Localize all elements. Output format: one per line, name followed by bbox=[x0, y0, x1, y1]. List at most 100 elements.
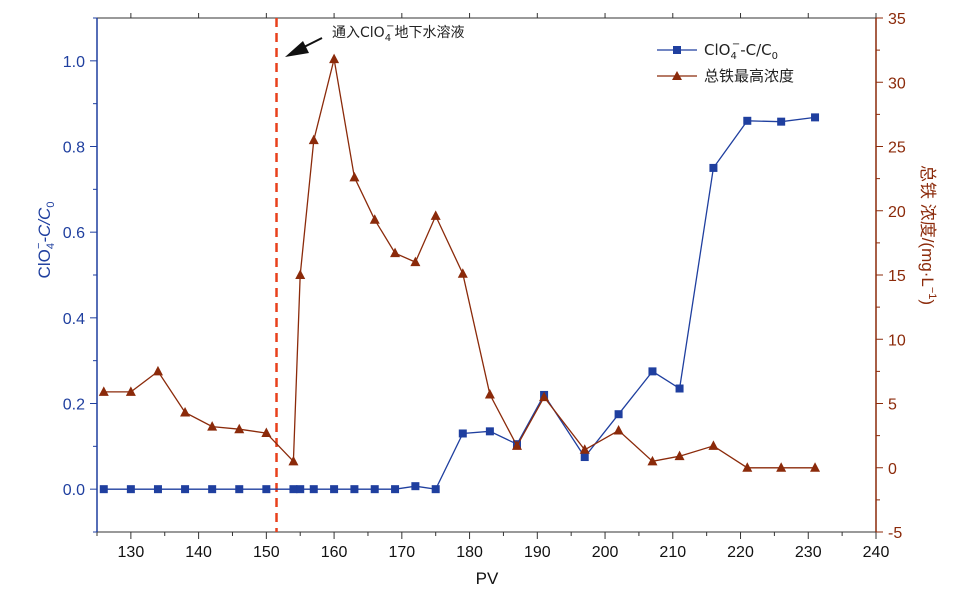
data-point-square bbox=[235, 485, 244, 494]
x-tick-label: 190 bbox=[524, 544, 551, 561]
data-point-triangle bbox=[125, 386, 136, 396]
plot-area-frame bbox=[96, 17, 877, 533]
x-tick-label: 210 bbox=[659, 544, 686, 561]
x-tick-label: 240 bbox=[863, 544, 890, 561]
x-tick-label: 220 bbox=[727, 544, 754, 561]
data-point-triangle bbox=[308, 134, 319, 145]
data-point-square bbox=[580, 453, 589, 462]
legend: ClO4−-C/C0 总铁最高浓度 bbox=[657, 39, 794, 85]
data-point-square bbox=[614, 410, 623, 419]
data-point-triangle bbox=[647, 455, 658, 466]
data-point-square bbox=[296, 485, 305, 494]
data-point-square bbox=[777, 117, 786, 126]
data-point-triangle bbox=[288, 455, 299, 466]
data-point-triangle bbox=[295, 269, 306, 279]
x-tick-label: 230 bbox=[795, 544, 822, 561]
data-point-triangle bbox=[98, 386, 109, 396]
data-point-triangle bbox=[207, 421, 218, 431]
y-left-tick-label: 0.2 bbox=[63, 397, 85, 414]
legend-marker-square bbox=[673, 46, 681, 54]
data-point-square bbox=[411, 482, 420, 491]
legend-label-clo4: ClO4−-C/C0 bbox=[704, 39, 778, 62]
data-point-triangle bbox=[810, 462, 821, 472]
data-point-triangle bbox=[329, 53, 340, 64]
data-point-square bbox=[431, 485, 440, 494]
series-line-0 bbox=[103, 116, 816, 490]
legend-label-iron: 总铁最高浓度 bbox=[704, 67, 794, 85]
y-left-tick-label: 0.6 bbox=[63, 225, 85, 242]
y-right-tick-label: 10 bbox=[888, 332, 906, 349]
data-point-square bbox=[181, 485, 190, 494]
x-tick-label: 200 bbox=[592, 544, 619, 561]
data-point-triangle bbox=[410, 256, 421, 267]
y-left-tick-label: 0.4 bbox=[63, 311, 85, 328]
data-point-triangle bbox=[261, 427, 272, 438]
x-tick-label: 140 bbox=[185, 544, 212, 561]
y-right-tick-label: -5 bbox=[888, 525, 902, 542]
y-left-tick-label: 0.8 bbox=[63, 140, 85, 157]
data-point-square bbox=[153, 485, 162, 494]
data-point-square bbox=[99, 485, 108, 494]
data-point-triangle bbox=[613, 424, 624, 435]
data-point-triangle bbox=[539, 391, 550, 402]
data-point-square bbox=[289, 485, 298, 494]
y-right-tick-label: 5 bbox=[888, 397, 897, 414]
y-right-tick-label: 0 bbox=[888, 461, 897, 478]
y-left-tick-label: 1.0 bbox=[63, 54, 85, 71]
data-point-square bbox=[391, 485, 400, 494]
x-axis-label: PV bbox=[476, 569, 499, 588]
y-right-tick-label: 25 bbox=[888, 140, 906, 157]
data-point-triangle bbox=[349, 171, 360, 182]
data-point-square bbox=[350, 485, 359, 494]
data-point-triangle bbox=[234, 423, 245, 434]
data-point-triangle bbox=[674, 450, 685, 461]
y-right-axis-label: 总铁 浓度/(mg·L−1) bbox=[918, 165, 938, 305]
data-point-square bbox=[811, 113, 820, 122]
data-point-triangle bbox=[457, 268, 468, 278]
data-point-triangle bbox=[430, 210, 441, 220]
y-right-tick-label: 20 bbox=[888, 204, 906, 221]
data-point-square bbox=[309, 485, 318, 494]
x-tick-label: 150 bbox=[253, 544, 280, 561]
y-left-axis-ticks: 0.0 0.2 0.4 0.6 0.8 1.0 bbox=[63, 17, 97, 533]
x-tick-label: 180 bbox=[456, 544, 483, 561]
y-right-tick-label: 15 bbox=[888, 268, 906, 285]
data-point-triangle bbox=[484, 389, 495, 399]
data-point-triangle bbox=[579, 444, 590, 454]
series-layer bbox=[98, 53, 821, 494]
data-point-square bbox=[485, 427, 494, 436]
data-point-square bbox=[648, 367, 657, 376]
y-right-axis-ticks: -5 0 5 10 15 20 25 30 35 bbox=[876, 11, 906, 542]
data-point-square bbox=[370, 485, 379, 494]
data-point-square bbox=[208, 485, 217, 494]
x-tick-label: 170 bbox=[388, 544, 415, 561]
x-axis-ticks: 130 140 150 160 170 180 190 200 210 220 230 240 bbox=[96, 13, 890, 561]
y-right-tick-label: 30 bbox=[888, 75, 906, 92]
annotation-arrow bbox=[285, 37, 323, 57]
data-point-triangle bbox=[511, 440, 522, 450]
data-point-square bbox=[330, 485, 339, 494]
data-point-square bbox=[675, 384, 684, 393]
data-point-square bbox=[743, 116, 752, 125]
data-point-square bbox=[458, 429, 467, 438]
y-left-tick-label: 0.0 bbox=[63, 482, 85, 499]
series-line-1 bbox=[103, 58, 815, 469]
data-point-square bbox=[126, 485, 135, 494]
data-point-square bbox=[709, 163, 718, 172]
data-point-triangle bbox=[152, 365, 163, 376]
data-point-triangle bbox=[390, 247, 401, 258]
data-point-triangle bbox=[369, 214, 380, 224]
data-point-square bbox=[262, 485, 271, 494]
legend-marker-triangle bbox=[672, 71, 682, 80]
data-point-triangle bbox=[742, 462, 753, 472]
x-tick-label: 130 bbox=[118, 544, 145, 561]
y-left-axis-label: ClO4−-C/C0 bbox=[33, 202, 57, 279]
x-tick-label: 160 bbox=[321, 544, 348, 561]
y-right-tick-label: 35 bbox=[888, 11, 906, 28]
data-point-triangle bbox=[180, 406, 191, 417]
data-point-triangle bbox=[708, 440, 719, 450]
annotation-text: 通入ClO4−地下水溶液 bbox=[332, 21, 464, 44]
data-point-triangle bbox=[776, 462, 787, 472]
